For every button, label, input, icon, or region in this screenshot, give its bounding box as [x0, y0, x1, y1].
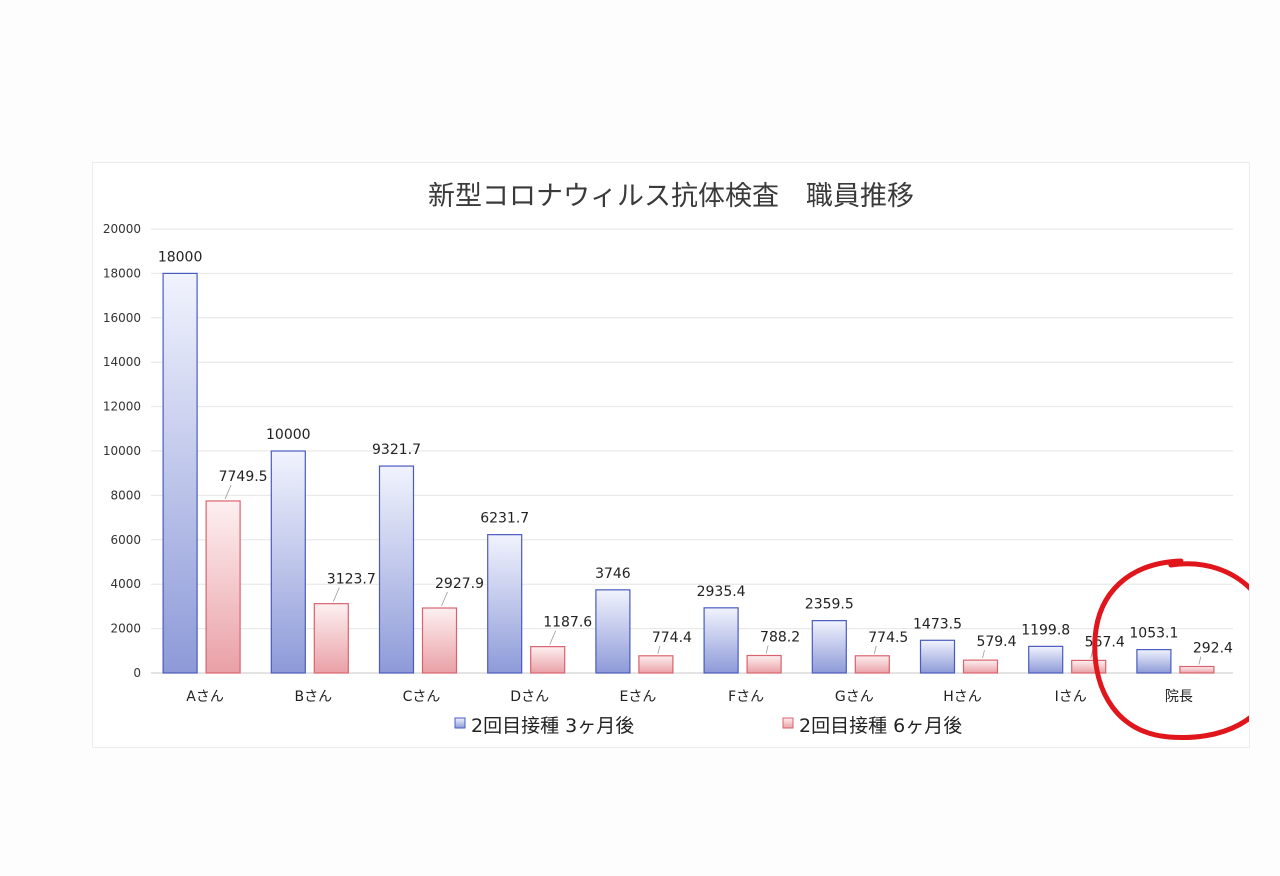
bar-month6 [638, 655, 674, 674]
data-label: 9321.7 [372, 442, 421, 458]
bar-month3 [1136, 649, 1172, 674]
data-label: 3123.7 [327, 572, 376, 588]
x-tick-label: Cさん [403, 689, 441, 705]
data-label: 774.5 [868, 630, 908, 646]
data-label: 7749.5 [219, 469, 268, 485]
bar-month6 [854, 655, 890, 674]
y-tick-label: 12000 [103, 400, 141, 414]
data-label: 1199.8 [1021, 622, 1070, 638]
data-label-leader [765, 645, 769, 654]
bar-month6 [530, 646, 566, 674]
bar-month6 [205, 500, 241, 674]
chart-panel: 新型コロナウィルス抗体検査 職員推移 0 2000 4000 6000 8000 1000… [92, 162, 1250, 748]
data-label: 2935.4 [697, 584, 746, 600]
chart-title: 新型コロナウィルス抗体検査 職員推移 [428, 181, 914, 212]
bar-month6 [421, 607, 458, 674]
y-tick-label: 10000 [103, 444, 141, 458]
bar-month3 [270, 450, 306, 674]
data-label: 2359.5 [805, 597, 854, 613]
data-label: 10000 [266, 427, 311, 443]
y-tick-label: 18000 [103, 266, 141, 280]
bar-month6 [1071, 659, 1107, 674]
data-label: 774.4 [652, 630, 692, 646]
data-label: 6231.7 [480, 511, 529, 527]
bar-month3 [1028, 645, 1064, 674]
data-label: 1473.5 [913, 616, 962, 632]
bar-month3 [162, 272, 198, 674]
x-tick-label: Fさん [728, 689, 764, 705]
data-label: 788.2 [760, 630, 800, 646]
data-label: 1187.6 [543, 615, 592, 631]
legend-label: 2回目接種 6ヶ月後 [799, 715, 962, 737]
x-tick-label: Bさん [294, 689, 332, 705]
bar-month3 [595, 589, 631, 674]
gridlines [151, 228, 1233, 674]
data-label-leader [657, 645, 661, 654]
data-label: 579.4 [976, 634, 1016, 650]
y-axis: 0 2000 4000 6000 8000 10000 12000 14000 16000 180… [103, 222, 141, 680]
bar-month6 [313, 603, 349, 674]
bar-month3 [487, 534, 523, 674]
y-tick-label: 14000 [103, 355, 141, 369]
data-label-leader [549, 630, 557, 645]
red-circle-annotation [1092, 558, 1249, 741]
data-label: 18000 [158, 249, 203, 265]
x-tick-label: Gさん [835, 689, 874, 705]
y-tick-label: 16000 [103, 311, 141, 325]
legend-label: 2回目接種 3ヶ月後 [471, 715, 634, 737]
bar-month3 [378, 465, 415, 674]
data-label: 2927.9 [435, 576, 484, 592]
bar-month3 [919, 639, 956, 674]
x-tick-label: Aさん [186, 689, 224, 705]
data-label-leader [982, 650, 985, 659]
x-tick-label: 院長 [1165, 689, 1193, 705]
y-tick-label: 2000 [110, 622, 141, 636]
legend: 2回目接種 3ヶ月後 2回目接種 6ヶ月後 [454, 715, 962, 737]
bar-month6 [962, 659, 999, 674]
data-label: 292.4 [1193, 641, 1233, 657]
bar-month6 [1179, 665, 1215, 674]
x-axis: Aさん Bさん Cさん Dさん Eさん Fさん Gさん Hさん Iさん 院長 [186, 689, 1193, 705]
data-label: 1053.1 [1129, 626, 1178, 642]
data-label-leader [441, 591, 448, 607]
data-label: 567.4 [1085, 634, 1125, 650]
y-tick-label: 6000 [110, 533, 141, 547]
x-tick-label: Dさん [510, 689, 549, 705]
data-label-leader [224, 484, 232, 500]
x-tick-label: Eさん [619, 689, 656, 705]
x-tick-label: Iさん [1055, 689, 1087, 705]
bar-month6 [746, 654, 782, 674]
data-label-leader [1198, 656, 1202, 665]
bars [162, 272, 1215, 674]
y-tick-label: 0 [133, 666, 141, 680]
bar-chart: 新型コロナウィルス抗体検査 職員推移 0 2000 4000 6000 8000 1000… [103, 181, 1249, 741]
data-label-leader [873, 645, 877, 654]
data-label-leader [332, 587, 340, 602]
legend-swatch [782, 717, 794, 729]
y-tick-label: 20000 [103, 222, 141, 236]
data-label: 3746 [595, 566, 631, 582]
x-tick-label: Hさん [943, 689, 982, 705]
data-labels: 18000 7749.5 10000 3123.7 9321.7 2927.9 6231.7… [158, 249, 1233, 665]
bar-month3 [703, 607, 739, 674]
y-tick-label: 4000 [110, 577, 141, 591]
bar-month3 [811, 620, 847, 674]
legend-swatch [454, 717, 466, 729]
y-tick-label: 8000 [110, 488, 141, 502]
